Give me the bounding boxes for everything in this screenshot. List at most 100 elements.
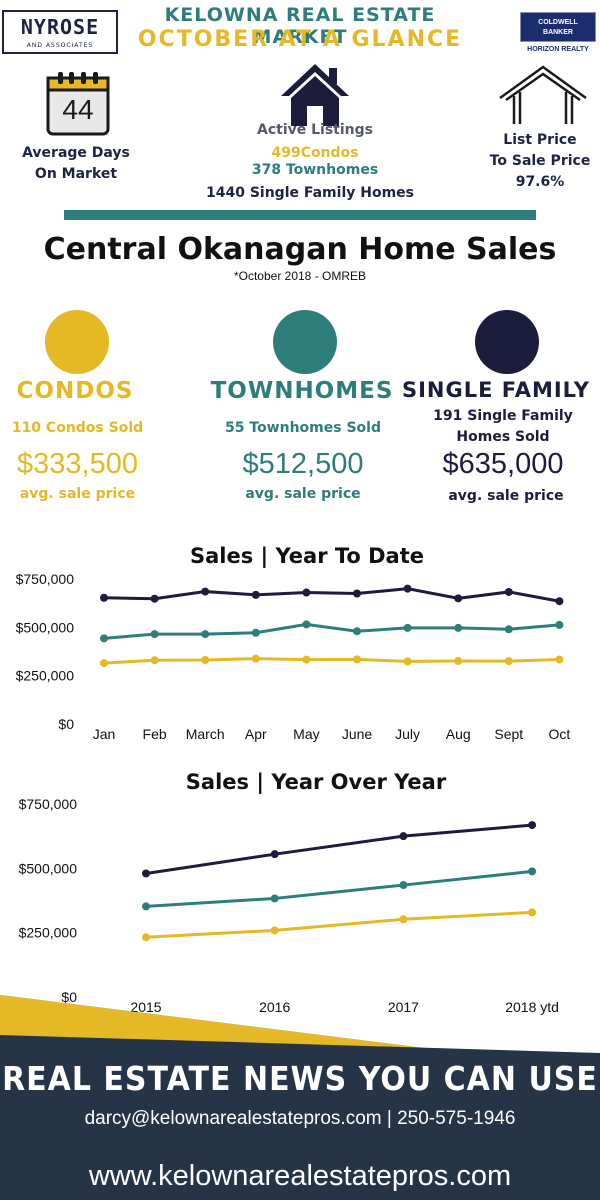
x-tick-label: Sept	[494, 726, 523, 742]
data-point	[528, 821, 537, 830]
x-tick-label: 2016	[259, 999, 290, 1015]
house-icon	[279, 62, 351, 126]
single-family-sold-line2: Homes Sold	[456, 429, 550, 445]
footer-contact[interactable]: darcy@kelownarealestatepros.com | 250-57…	[84, 1108, 516, 1129]
data-point	[150, 656, 159, 665]
townhomes-sold: 55 Townhomes Sold	[225, 420, 381, 436]
logo-right-line1: COLDWELL	[538, 19, 578, 26]
data-point	[201, 656, 210, 665]
y-tick-label: $500,000	[19, 860, 78, 876]
x-tick-label: 2017	[388, 999, 419, 1015]
nyrose-logo: NYROSE AND ASSOCIATES	[2, 10, 118, 54]
x-tick-label: Oct	[549, 726, 571, 742]
single-family-sold: 191 Single Family Homes Sold	[418, 406, 588, 448]
data-point	[201, 587, 210, 596]
data-point	[201, 630, 210, 639]
data-point	[270, 850, 279, 859]
x-tick-label: 2018 ytd	[505, 999, 559, 1015]
y-tick-label: $750,000	[19, 796, 78, 812]
single-family-price: $635,000	[442, 448, 564, 480]
avg-days-label: Average Days On Market	[10, 143, 142, 185]
series-line	[145, 910, 533, 939]
x-tick-label: Jan	[93, 726, 116, 742]
data-point	[403, 657, 412, 666]
chart-title: Sales | Year To Date	[190, 544, 424, 569]
data-point	[100, 659, 108, 668]
house-outline-icon	[498, 64, 588, 126]
data-point	[150, 594, 159, 603]
single-family-sold-line1: 191 Single Family	[433, 408, 573, 424]
list-to-sale-value: 97.6%	[515, 174, 565, 190]
chart-title: Sales | Year Over Year	[186, 770, 447, 795]
data-point	[399, 881, 408, 890]
data-point	[251, 590, 260, 599]
logo-left-main: NYROSE	[20, 15, 100, 39]
data-point	[353, 627, 361, 636]
condos-avg-label: avg. sale price	[19, 486, 136, 502]
single-family-circle	[475, 310, 539, 374]
header-divider	[64, 210, 536, 220]
avg-days-label-line1: Average Days	[22, 145, 130, 161]
data-point	[528, 908, 537, 917]
logo-right-line2: BANKER	[543, 29, 573, 36]
data-point	[528, 867, 537, 876]
data-point	[302, 655, 311, 664]
avg-days-value: 44	[62, 94, 94, 125]
x-tick-label: 2015	[130, 999, 161, 1015]
series-line	[103, 587, 560, 603]
townhomes-circle	[273, 310, 337, 374]
data-point	[555, 620, 564, 629]
data-point	[454, 656, 463, 665]
data-point	[302, 588, 311, 597]
footer-website[interactable]: www.kelownarealestatepros.com	[88, 1160, 512, 1192]
x-tick-label: July	[395, 726, 420, 742]
x-tick-label: March	[186, 726, 225, 742]
single-family-name: SINGLE FAMILY	[401, 378, 590, 402]
data-point	[302, 620, 311, 629]
list-to-sale-label-line2: To Sale Price	[489, 153, 591, 169]
data-point	[150, 630, 159, 639]
ytd-chart: Sales | Year To Date $0 $250,000 $500,000 $7…	[16, 544, 571, 742]
data-point	[454, 623, 463, 632]
main-subtitle: *October 2018 - OMREB	[233, 269, 367, 283]
townhomes-avg-label: avg. sale price	[245, 486, 361, 502]
logo-right-box: COLDWELL BANKER	[520, 12, 596, 42]
data-point	[100, 593, 108, 602]
data-point	[142, 869, 150, 878]
coldwell-banker-logo: COLDWELL BANKER HORIZON REALTY	[520, 12, 596, 60]
footer-background	[0, 995, 600, 1200]
data-point	[100, 634, 108, 643]
active-condos: 499Condos	[271, 145, 359, 161]
avg-days-label-line2: On Market	[34, 166, 118, 182]
data-point	[270, 926, 279, 935]
series-line	[145, 869, 533, 908]
active-townhomes: 378 Townhomes	[251, 162, 379, 178]
condos-name: CONDOS	[16, 378, 134, 404]
yoy-chart: Sales | Year Over Year $0 $250,000 $500,000…	[19, 770, 559, 1015]
logo-right-sub: HORIZON REALTY	[527, 46, 589, 53]
data-point	[504, 587, 513, 596]
data-point	[399, 832, 408, 841]
townhomes-price: $512,500	[242, 448, 364, 480]
y-tick-label: $500,000	[16, 619, 75, 635]
y-tick-label: $250,000	[16, 668, 75, 684]
data-point	[142, 933, 150, 942]
y-tick-label: $0	[61, 989, 77, 1005]
active-single-family: 1440 Single Family Homes	[205, 185, 414, 201]
calendar-icon: 44	[46, 70, 110, 136]
footer-headline: REAL ESTATE NEWS YOU CAN USE	[2, 1060, 598, 1099]
series-line	[103, 622, 560, 640]
list-to-sale-label-line1: List Price	[503, 132, 577, 148]
list-to-sale-label: List Price To Sale Price	[470, 130, 600, 172]
x-tick-label: June	[342, 726, 373, 742]
y-tick-label: $250,000	[19, 925, 78, 941]
data-point	[142, 902, 150, 911]
data-point	[403, 584, 412, 593]
x-tick-label: Aug	[446, 726, 471, 742]
x-tick-label: May	[293, 726, 319, 742]
data-point	[454, 594, 463, 603]
main-title: Central Okanagan Home Sales	[43, 232, 557, 267]
data-point	[504, 657, 513, 666]
data-point	[555, 655, 564, 664]
header-subtitle: OCTOBER AT A GLANCE	[137, 27, 463, 52]
